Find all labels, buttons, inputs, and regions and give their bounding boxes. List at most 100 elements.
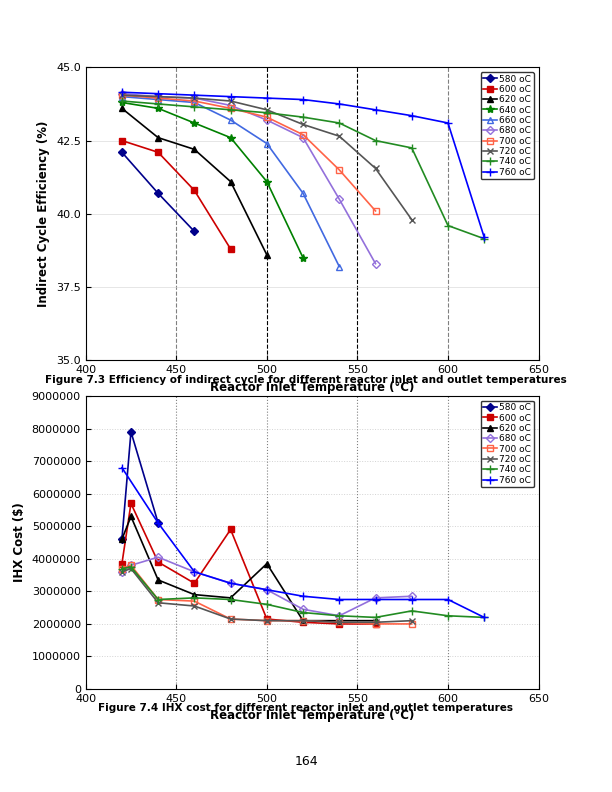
720 oC: [227, 97, 234, 106]
700 oC: [299, 616, 307, 626]
680 oC: [299, 133, 307, 143]
700 oC: [372, 619, 379, 629]
620 oC: [227, 593, 234, 603]
720 oC: [263, 616, 271, 626]
740 oC: [372, 135, 379, 145]
740 oC: [372, 613, 379, 623]
720 oC: [191, 601, 198, 611]
600 oC: [118, 559, 125, 569]
740 oC: [335, 118, 343, 128]
760 oC: [263, 585, 271, 595]
760 oC: [408, 595, 416, 604]
Line: 680 oC: 680 oC: [119, 554, 414, 619]
760 oC: [480, 613, 488, 623]
Line: 760 oC: 760 oC: [118, 463, 488, 622]
700 oC: [118, 564, 125, 573]
760 oC: [227, 578, 234, 588]
680 oC: [191, 93, 198, 103]
660 oC: [299, 188, 307, 198]
760 oC: [444, 595, 452, 604]
760 oC: [118, 87, 125, 97]
700 oC: [335, 165, 343, 174]
700 oC: [191, 97, 198, 106]
640 oC: [299, 253, 307, 262]
740 oC: [191, 593, 198, 603]
600 oC: [118, 135, 125, 145]
740 oC: [154, 595, 162, 604]
760 oC: [299, 592, 307, 601]
720 oC: [118, 90, 125, 100]
680 oC: [335, 194, 343, 204]
700 oC: [263, 112, 271, 122]
600 oC: [154, 558, 162, 567]
Text: 164: 164: [294, 756, 318, 768]
600 oC: [191, 578, 198, 588]
740 oC: [227, 105, 234, 115]
580 oC: [154, 188, 162, 198]
680 oC: [263, 116, 271, 125]
740 oC: [335, 611, 343, 621]
580 oC: [118, 147, 125, 157]
Y-axis label: Indirect Cycle Efficiency (%): Indirect Cycle Efficiency (%): [37, 120, 50, 307]
660 oC: [263, 139, 271, 148]
X-axis label: Reactor Inlet Temperature (°C): Reactor Inlet Temperature (°C): [210, 381, 414, 394]
700 oC: [372, 206, 379, 215]
720 oC: [372, 618, 379, 627]
720 oC: [118, 567, 125, 577]
620 oC: [127, 512, 135, 521]
700 oC: [191, 596, 198, 606]
740 oC: [299, 112, 307, 122]
740 oC: [191, 102, 198, 112]
Text: Figure 7.3 Efficiency of indirect cycle for different reactor inlet and outlet t: Figure 7.3 Efficiency of indirect cycle …: [45, 375, 567, 385]
740 oC: [408, 606, 416, 615]
720 oC: [299, 616, 307, 626]
760 oC: [191, 567, 198, 577]
720 oC: [408, 215, 416, 224]
Line: 620 oC: 620 oC: [119, 514, 378, 623]
700 oC: [127, 561, 135, 570]
700 oC: [335, 618, 343, 627]
720 oC: [299, 120, 307, 129]
740 oC: [444, 221, 452, 230]
680 oC: [118, 567, 125, 577]
680 oC: [118, 89, 125, 98]
Line: 700 oC: 700 oC: [119, 93, 378, 214]
580 oC: [154, 518, 162, 527]
740 oC: [444, 611, 452, 621]
640 oC: [263, 177, 271, 186]
740 oC: [263, 108, 271, 117]
760 oC: [227, 92, 234, 101]
620 oC: [263, 250, 271, 260]
620 oC: [118, 104, 125, 113]
740 oC: [299, 607, 307, 617]
740 oC: [263, 600, 271, 609]
580 oC: [127, 427, 135, 436]
660 oC: [118, 92, 125, 101]
Line: 580 oC: 580 oC: [119, 150, 197, 234]
680 oC: [227, 101, 234, 110]
600 oC: [227, 525, 234, 535]
X-axis label: Reactor Inlet Temperature (°C): Reactor Inlet Temperature (°C): [210, 710, 414, 722]
600 oC: [263, 615, 271, 624]
580 oC: [191, 227, 198, 236]
700 oC: [263, 616, 271, 626]
740 oC: [408, 143, 416, 153]
620 oC: [299, 616, 307, 626]
600 oC: [335, 619, 343, 629]
680 oC: [299, 604, 307, 614]
Line: 680 oC: 680 oC: [119, 91, 378, 266]
600 oC: [191, 185, 198, 195]
760 oC: [408, 111, 416, 120]
760 oC: [263, 93, 271, 103]
760 oC: [335, 99, 343, 109]
760 oC: [480, 233, 488, 242]
680 oC: [154, 553, 162, 562]
720 oC: [127, 564, 135, 573]
680 oC: [227, 578, 234, 588]
720 oC: [408, 616, 416, 626]
660 oC: [154, 95, 162, 105]
Line: 580 oC: 580 oC: [119, 429, 161, 542]
620 oC: [191, 145, 198, 154]
720 oC: [372, 164, 379, 173]
720 oC: [263, 105, 271, 115]
